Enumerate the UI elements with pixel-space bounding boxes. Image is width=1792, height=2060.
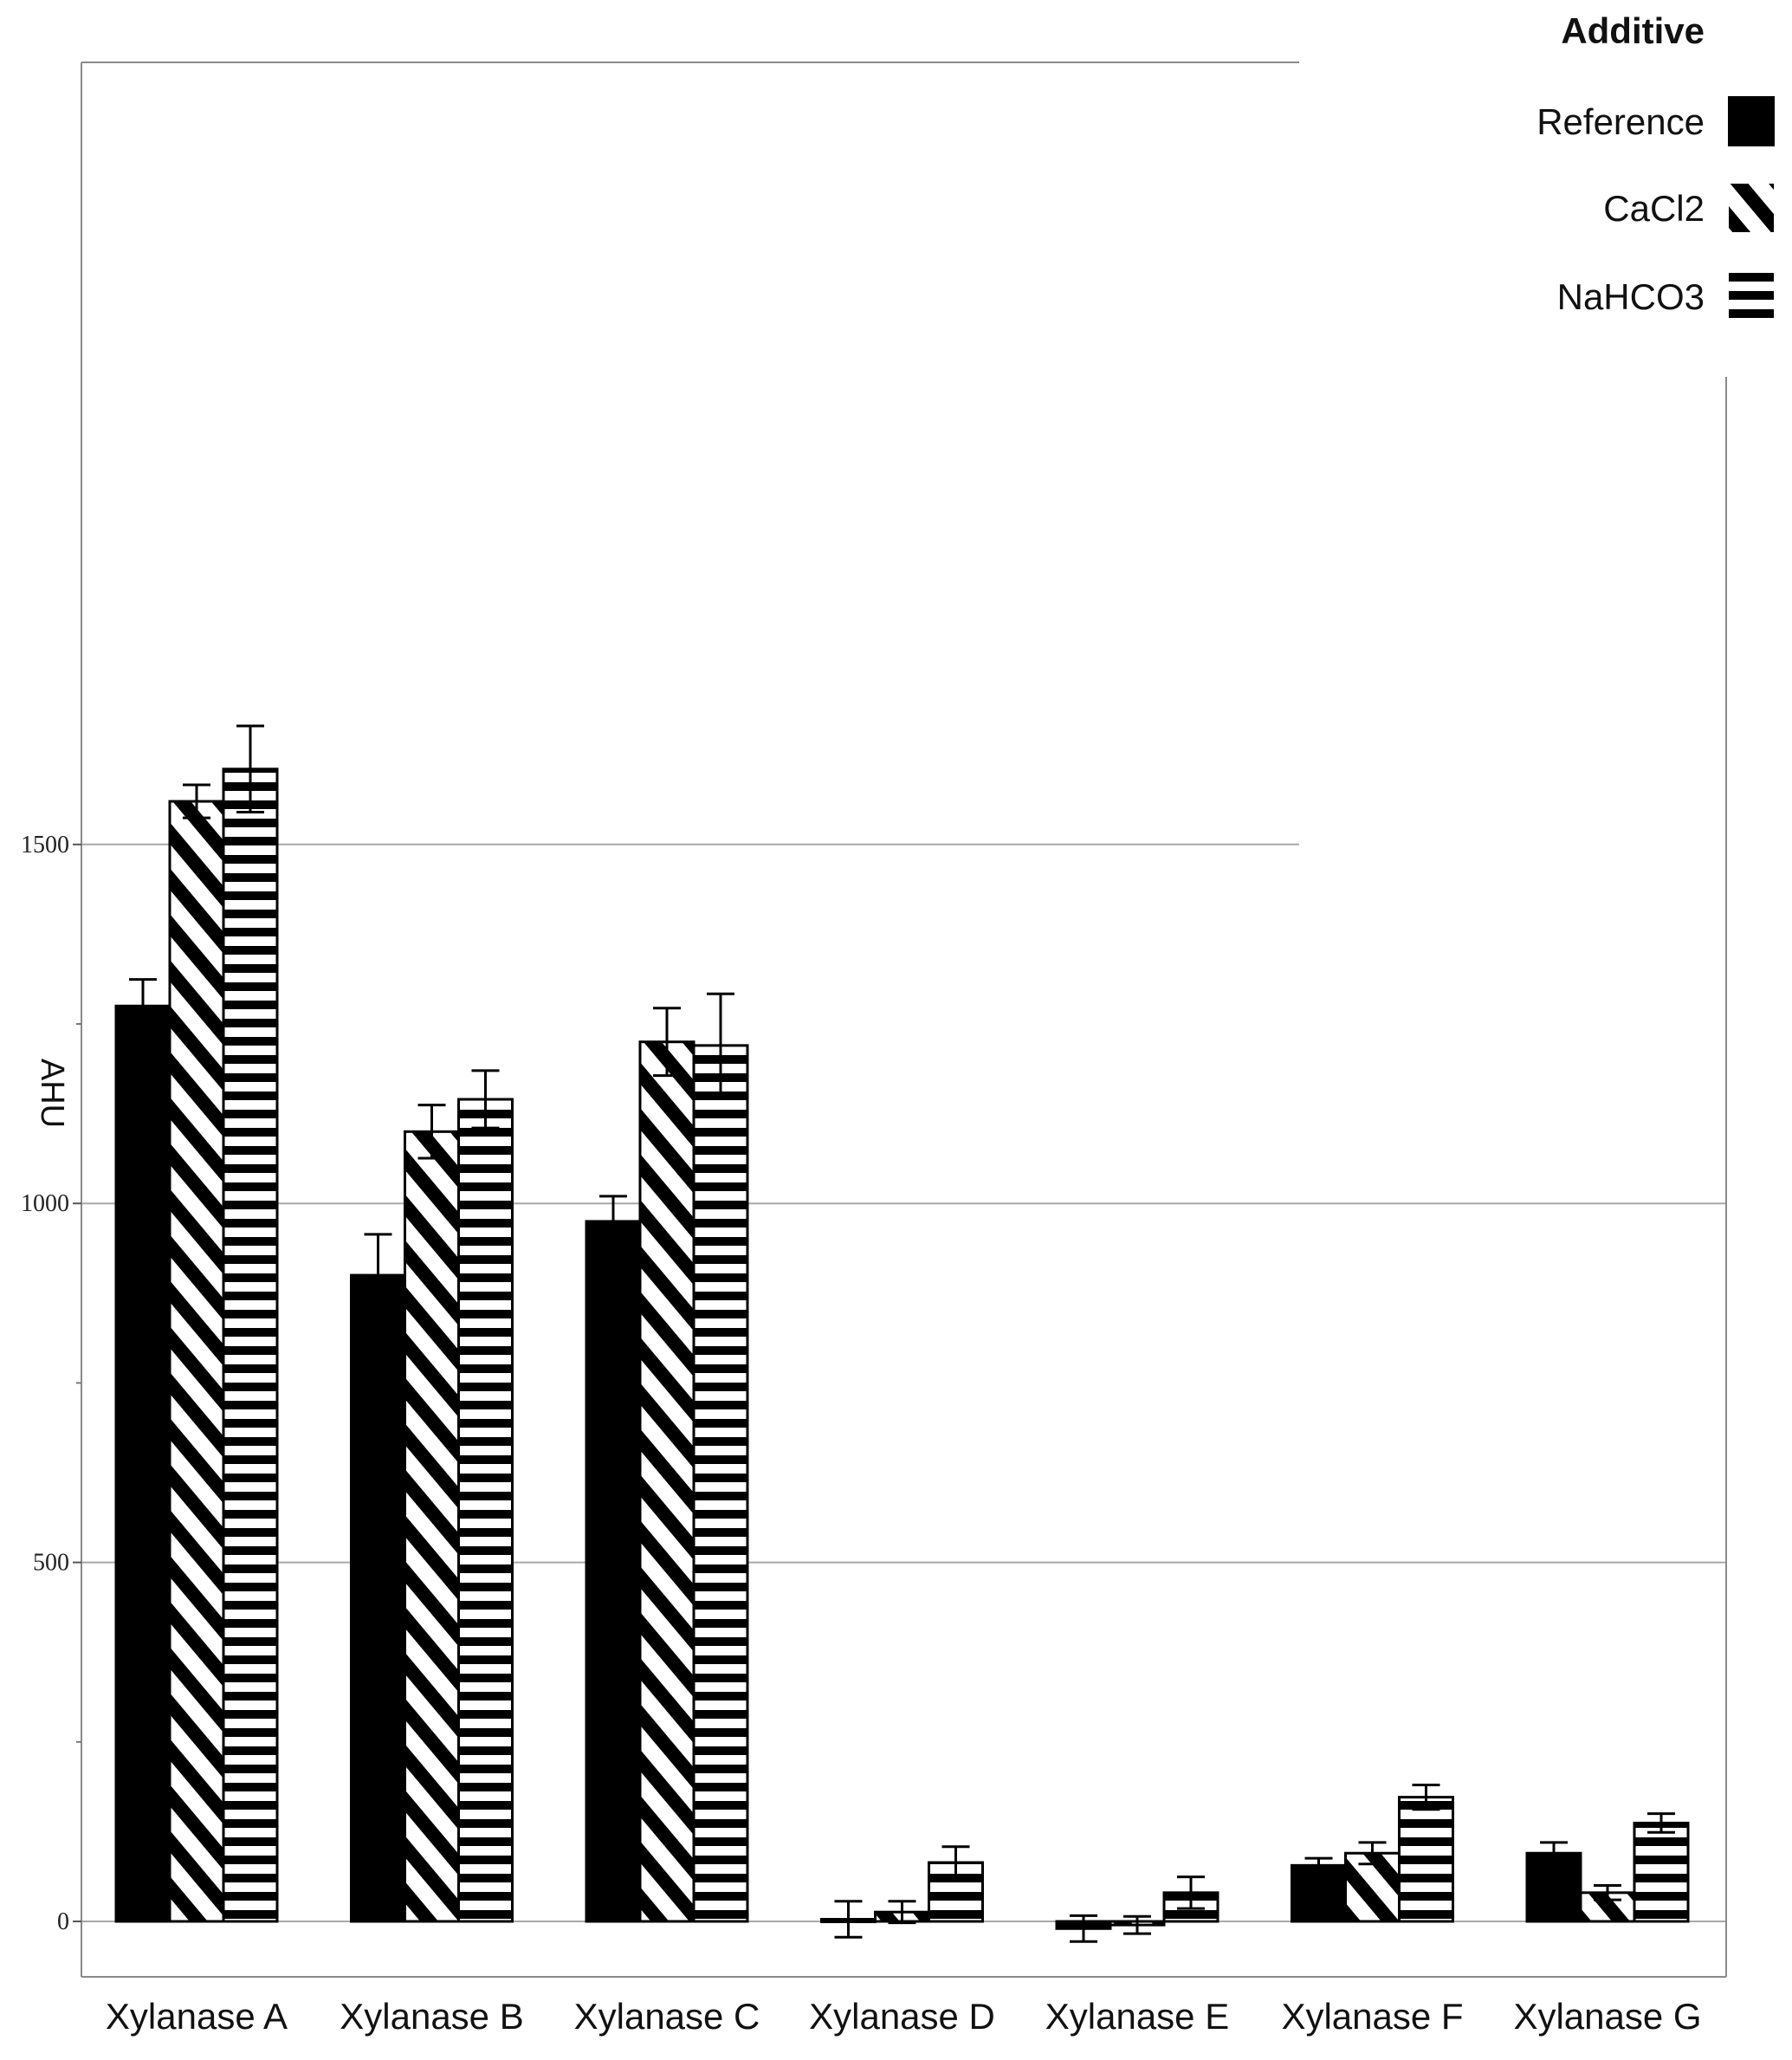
legend-label-reference: Reference	[1536, 101, 1705, 142]
x-tick-label: Xylanase B	[340, 1996, 523, 2037]
y-tick-label: 0	[57, 1908, 69, 1935]
bar-nahco3-2	[457, 1098, 514, 1923]
bar-reference-1	[114, 1004, 171, 1923]
x-tick-label: Xylanase C	[574, 1996, 760, 2037]
bar-reference-3	[585, 1220, 642, 1923]
y-tick-label: 1500	[21, 832, 69, 858]
y-axis-title: AHU	[34, 1059, 70, 1128]
bar-cacl2-6	[1344, 1851, 1401, 1923]
bar-nahco3-1	[222, 768, 279, 1923]
bar-reference-6	[1291, 1863, 1347, 1923]
y-tick-label: 500	[33, 1550, 69, 1577]
bar-cacl2-3	[638, 1040, 695, 1923]
legend-label-nahco3: NaHCO3	[1557, 276, 1705, 317]
gridlines	[81, 843, 1726, 1922]
legend-label-cacl2: CaCl2	[1603, 188, 1705, 229]
bar-nahco3-6	[1398, 1796, 1454, 1923]
legend-swatch-reference	[1728, 96, 1775, 146]
legend-swatch-cacl2	[1729, 184, 1774, 232]
bars	[114, 768, 1690, 1930]
x-tick-label: Xylanase G	[1513, 1996, 1701, 2037]
x-tick-label: Xylanase D	[809, 1996, 995, 2037]
bar-nahco3-7	[1633, 1821, 1690, 1923]
x-tick-label: Xylanase A	[106, 1996, 288, 2037]
bar-cacl2-2	[404, 1130, 460, 1923]
x-tick-label: Xylanase E	[1045, 1996, 1229, 2037]
legend: Additive Reference CaCl2 NaHCO3	[1536, 10, 1775, 321]
axes	[73, 62, 1727, 1978]
y-tick-label: 1000	[21, 1190, 69, 1217]
bar-nahco3-3	[692, 1044, 749, 1923]
legend-title: Additive	[1561, 10, 1705, 51]
bar-reference-2	[350, 1273, 406, 1923]
axis-labels: AHU 0 500 1000 1500 Xylanase A Xylanase B Xyla…	[21, 832, 1702, 2037]
legend-swatch-nahco3	[1729, 272, 1774, 321]
error-bars	[129, 724, 1675, 1943]
x-tick-label: Xylanase F	[1281, 1996, 1463, 2037]
bar-cacl2-1	[168, 800, 225, 1923]
